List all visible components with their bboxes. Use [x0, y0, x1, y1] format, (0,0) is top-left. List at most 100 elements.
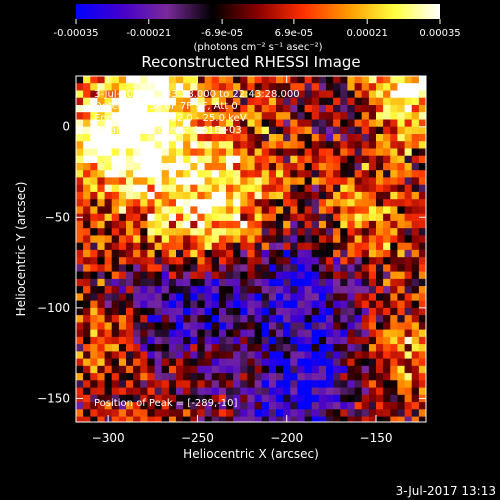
image-pixel [183, 163, 191, 171]
image-pixel [297, 264, 306, 273]
image-pixel [383, 409, 391, 418]
image-pixel [397, 249, 406, 258]
image-pixel [140, 402, 149, 410]
image-pixel [276, 228, 284, 237]
image-pixel [318, 416, 327, 422]
image-pixel [133, 286, 141, 294]
image-pixel [226, 380, 234, 389]
image-pixel [397, 329, 406, 338]
image-pixel [340, 373, 349, 381]
image-pixel [347, 155, 356, 164]
image-pixel [97, 373, 106, 381]
image-pixel [204, 184, 213, 193]
image-pixel [383, 141, 391, 150]
image-pixel [111, 126, 120, 135]
image-pixel [361, 286, 370, 294]
image-pixel [347, 351, 356, 360]
image-pixel [218, 126, 227, 135]
image-pixel [261, 119, 270, 128]
image-pixel [97, 344, 106, 352]
image-pixel [204, 83, 213, 92]
image-pixel [326, 336, 334, 345]
image-pixel [183, 387, 191, 396]
image-pixel [140, 315, 149, 323]
image-pixel [268, 119, 277, 128]
image-pixel [197, 365, 206, 374]
image-pixel [176, 373, 184, 381]
image-pixel [147, 141, 156, 150]
image-pixel [368, 402, 377, 410]
image-pixel [418, 416, 426, 422]
image-pixel [111, 358, 120, 367]
image-pixel [247, 213, 256, 222]
image-pixel [240, 163, 249, 171]
image-pixel [390, 97, 399, 106]
image-pixel [411, 344, 420, 352]
image-pixel [90, 329, 99, 338]
image-pixel [154, 336, 163, 345]
image-pixel [190, 351, 199, 360]
image-pixel [311, 141, 320, 150]
image-pixel [76, 177, 84, 186]
image-pixel [347, 105, 356, 113]
image-pixel [147, 264, 156, 273]
image-pixel [361, 105, 370, 113]
image-pixel [190, 213, 199, 222]
image-pixel [176, 394, 184, 403]
image-pixel [268, 416, 277, 422]
image-pixel [118, 242, 127, 251]
image-pixel [376, 365, 384, 374]
image-pixel [140, 351, 149, 360]
image-pixel [283, 206, 291, 215]
image-pixel [218, 105, 227, 113]
image-pixel [376, 373, 384, 381]
image-pixel [111, 213, 120, 222]
image-pixel [326, 257, 334, 266]
image-pixel [290, 148, 299, 157]
image-pixel [104, 271, 113, 280]
image-pixel [311, 286, 320, 294]
image-pixel [347, 97, 356, 106]
image-pixel [154, 184, 163, 193]
image-pixel [390, 184, 399, 193]
image-pixel [247, 119, 256, 128]
image-pixel [376, 206, 384, 215]
image-pixel [333, 213, 341, 222]
image-pixel [147, 315, 156, 323]
image-pixel [311, 373, 320, 381]
image-pixel [297, 409, 306, 418]
image-pixel [226, 97, 234, 106]
image-pixel [326, 264, 334, 273]
image-pixel [354, 155, 363, 164]
image-pixel [161, 307, 170, 316]
image-pixel [283, 199, 291, 208]
image-pixel [118, 387, 127, 396]
image-pixel [154, 344, 163, 352]
image-pixel [261, 199, 270, 208]
image-pixel [211, 322, 220, 331]
image-pixel [276, 322, 284, 331]
image-pixel [233, 249, 241, 258]
image-pixel [154, 380, 163, 389]
image-pixel [104, 315, 113, 323]
image-pixel [418, 409, 426, 418]
image-pixel [154, 322, 163, 331]
image-pixel [347, 177, 356, 186]
image-pixel [140, 199, 149, 208]
image-pixel [240, 191, 249, 200]
image-pixel [76, 83, 84, 92]
image-pixel [154, 134, 163, 142]
image-pixel [311, 416, 320, 422]
image-pixel [297, 322, 306, 331]
image-pixel [140, 271, 149, 280]
image-pixel [297, 387, 306, 396]
image-pixel [226, 409, 234, 418]
image-pixel [226, 242, 234, 251]
image-pixel [333, 271, 341, 280]
image-pixel [76, 380, 84, 389]
image-pixel [197, 409, 206, 418]
image-pixel [190, 278, 199, 287]
image-pixel [311, 220, 320, 229]
image-pixel [83, 177, 91, 186]
image-pixel [290, 199, 299, 208]
